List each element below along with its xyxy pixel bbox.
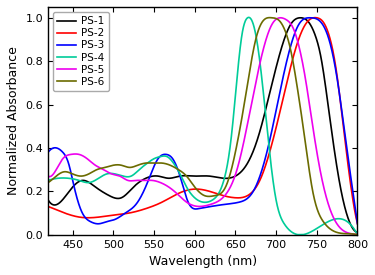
PS-3 [355,222,360,226]
PS-6 [62,170,66,174]
Line: PS-6: PS-6 [48,18,357,235]
PS-4 [346,221,351,224]
PS-3 [290,40,294,43]
PS-2 [62,211,66,215]
PS-2 [46,205,50,208]
PS-4 [188,191,193,195]
PS-2 [313,16,317,19]
Legend: PS-1, PS-2, PS-3, PS-4, PS-5, PS-6: PS-1, PS-2, PS-3, PS-4, PS-5, PS-6 [53,12,109,91]
Line: PS-1: PS-1 [48,18,357,232]
PS-1 [346,218,351,222]
PS-1 [188,174,193,178]
X-axis label: Wavelength (nm): Wavelength (nm) [149,255,257,268]
PS-3 [308,16,312,20]
PS-3 [62,152,66,155]
PS-2 [355,222,360,226]
PS-5 [62,156,66,159]
PS-4 [355,233,360,236]
PS-2 [188,188,193,191]
PS-6 [267,16,272,19]
Line: PS-5: PS-5 [48,18,357,235]
PS-1 [346,218,351,221]
PS-4 [62,176,66,180]
PS-6 [196,190,201,193]
PS-1 [355,231,360,234]
PS-5 [278,16,283,20]
PS-1 [46,198,50,202]
PS-1 [196,174,201,178]
PS-5 [290,24,294,27]
PS-3 [346,160,351,164]
PS-5 [355,233,360,236]
PS-6 [188,179,193,183]
PS-6 [46,181,50,184]
PS-4 [196,199,201,202]
PS-4 [296,233,300,236]
PS-2 [346,168,351,171]
PS-6 [346,232,351,235]
PS-6 [355,233,360,236]
PS-4 [346,221,351,224]
PS-3 [196,207,201,210]
PS-1 [298,16,303,20]
PS-3 [46,151,50,154]
PS-5 [196,205,201,208]
PS-4 [290,230,294,234]
Line: PS-2: PS-2 [48,18,357,224]
PS-5 [346,232,351,235]
PS-3 [188,205,193,208]
PS-1 [290,21,294,24]
PS-4 [46,179,50,182]
PS-5 [346,232,351,235]
Line: PS-4: PS-4 [48,17,357,235]
PS-3 [96,222,100,226]
PS-2 [196,188,201,191]
Y-axis label: Normalized Absorbance: Normalized Absorbance [7,46,20,195]
PS-2 [290,61,294,64]
PS-6 [346,232,351,235]
PS-1 [62,197,66,200]
PS-3 [346,161,351,165]
PS-5 [46,174,50,178]
PS-6 [290,54,294,57]
PS-2 [346,167,351,170]
Line: PS-3: PS-3 [48,18,357,224]
PS-5 [188,203,193,206]
PS-4 [246,16,251,19]
